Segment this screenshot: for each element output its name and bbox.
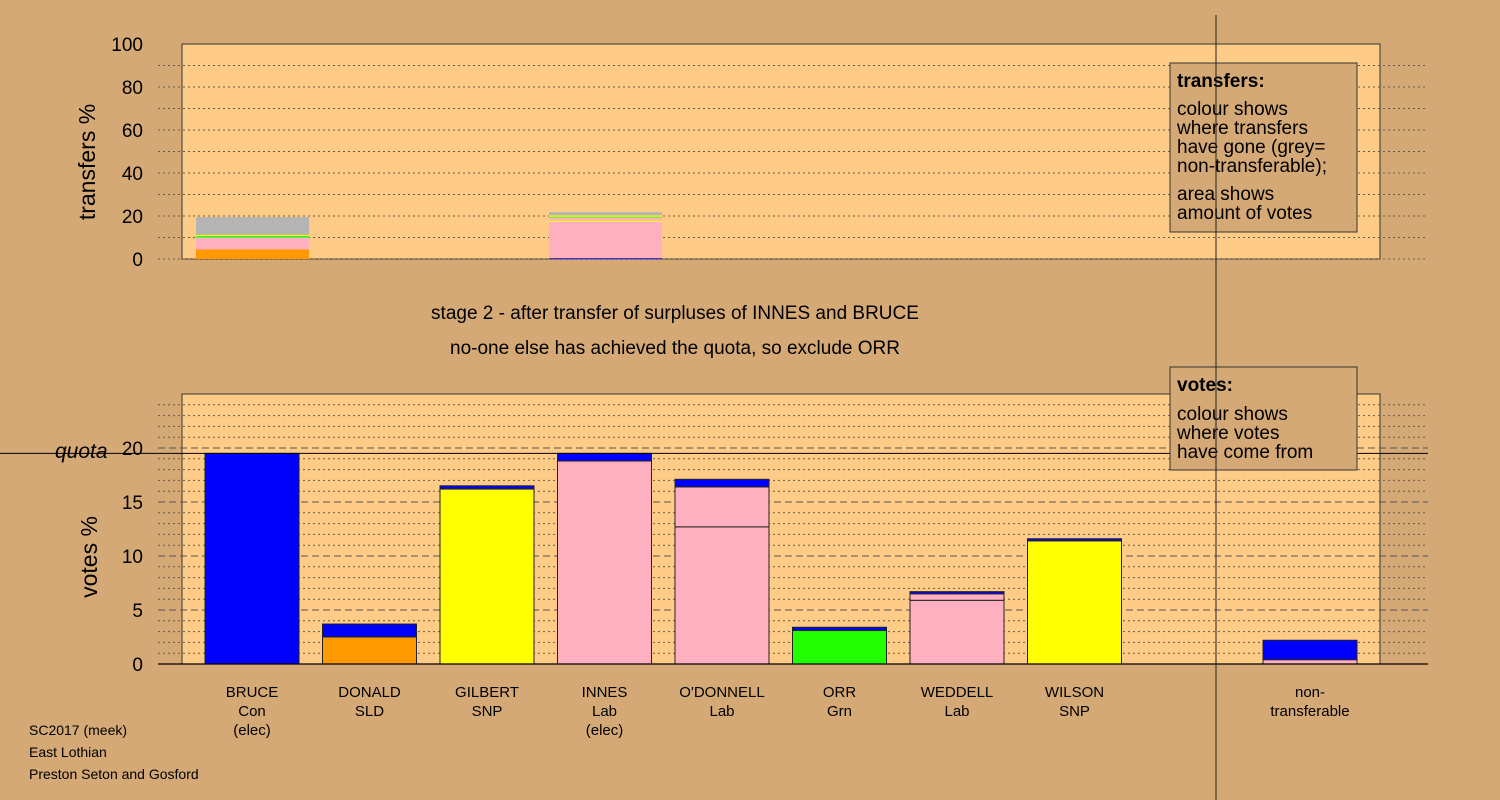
candidate-label: transferable [1270, 703, 1349, 720]
vote-segment [909, 591, 1005, 595]
votes-legend-line: colour shows [1177, 404, 1288, 425]
votes-legend-title: votes: [1177, 375, 1233, 396]
transfers-bars [196, 212, 662, 259]
y-tick-label: 60 [122, 121, 143, 142]
votes-legend-line: where votes [1176, 423, 1279, 444]
vote-segment [1262, 659, 1358, 665]
vote-segment [557, 452, 652, 462]
vote-segment [1262, 639, 1358, 661]
transfer-segment [196, 249, 309, 259]
candidate-label: O'DONNELL [679, 684, 764, 701]
votes-x-labels: BRUCE Con (elec) DONALD SLD GILBERT SNP INNES La… [226, 684, 1350, 739]
vote-segment [674, 486, 770, 528]
vote-segment [792, 630, 887, 665]
transfer-segment [196, 237, 309, 250]
candidate-label: ORR [823, 684, 857, 701]
y-tick-label: 5 [132, 601, 143, 622]
footer-council: East Lothian [29, 744, 107, 760]
transfer-segment [549, 215, 662, 217]
transfers-legend-title: transfers: [1177, 71, 1265, 92]
candidate-label: BRUCE [226, 684, 279, 701]
stage-description: stage 2 - after transfer of surpluses of… [431, 303, 919, 324]
transfer-segment [549, 220, 662, 223]
stage-decision: no-one else has achieved the quota, so e… [450, 338, 900, 359]
votes-y-axis-label: votes % [76, 516, 102, 598]
transfers-legend-line: amount of votes [1177, 203, 1312, 224]
vote-segment [1027, 538, 1122, 542]
vote-segment [322, 636, 417, 665]
vote-segment [322, 623, 417, 638]
y-tick-label: 0 [132, 250, 143, 271]
vote-segment [557, 460, 652, 665]
y-tick-label: 10 [122, 547, 143, 568]
transfers-legend: transfers: colour shows where transfers … [1169, 62, 1358, 233]
vote-segment [674, 526, 770, 665]
votes-legend: votes: colour shows where votes have com… [1169, 366, 1358, 471]
vote-segment [1027, 540, 1122, 665]
candidate-label: Lab [709, 703, 734, 720]
transfer-segment [549, 216, 662, 218]
candidate-label: SLD [355, 703, 384, 720]
candidate-label: (elec) [233, 722, 271, 739]
votes-legend-line: have come from [1177, 442, 1313, 463]
transfers-legend-line: where transfers [1176, 118, 1308, 139]
transfer-segment [196, 217, 309, 235]
candidate-label: SNP [1059, 703, 1090, 720]
transfer-segment [196, 234, 309, 236]
votes-bars [0, 452, 1428, 665]
vote-segment [674, 478, 770, 488]
transfer-segment [549, 258, 662, 259]
candidate-label: INNES [582, 684, 628, 701]
transfers-legend-line: have gone (grey= [1177, 137, 1325, 158]
candidate-label: Grn [827, 703, 852, 720]
y-tick-label: 100 [111, 35, 143, 56]
vote-segment [439, 488, 535, 665]
y-tick-label: 20 [122, 439, 143, 460]
candidate-label: GILBERT [455, 684, 519, 701]
candidate-label: Lab [592, 703, 617, 720]
footer-election: SC2017 (meek) [29, 722, 127, 738]
y-tick-label: 20 [122, 207, 143, 228]
candidate-label: non- [1295, 684, 1325, 701]
vote-segment [792, 626, 887, 632]
y-tick-label: 80 [122, 78, 143, 99]
candidate-label: WILSON [1045, 684, 1104, 701]
candidate-label: DONALD [338, 684, 401, 701]
y-tick-label: 15 [122, 493, 143, 514]
y-tick-label: 40 [122, 164, 143, 185]
transfers-y-axis-label: transfers % [74, 104, 100, 220]
candidate-label: Con [238, 703, 266, 720]
transfer-segment [549, 222, 662, 259]
transfer-segment [196, 235, 309, 238]
transfer-segment [549, 212, 662, 216]
votes-y-ticks: 0 5 10 15 20 [122, 439, 143, 676]
vote-segment [204, 452, 300, 665]
vote-segment [909, 599, 1005, 665]
candidate-label: WEDDELL [921, 684, 994, 701]
footer-ward: Preston Seton and Gosford [29, 766, 199, 782]
transfer-segment [549, 217, 662, 221]
transfers-legend-line: area shows [1177, 184, 1274, 205]
transfers-grid [158, 65, 1428, 260]
transfers-legend-line: non-transferable); [1177, 156, 1327, 177]
transfers-y-ticks: 0 20 40 60 80 100 [111, 35, 143, 271]
candidate-label: (elec) [586, 722, 624, 739]
candidate-label: SNP [472, 703, 503, 720]
transfers-legend-line: colour shows [1177, 99, 1288, 120]
vote-segment [909, 593, 1005, 601]
candidate-label: Lab [944, 703, 969, 720]
vote-segment [439, 485, 535, 490]
y-tick-label: 0 [132, 655, 143, 676]
quota-label: quota [55, 440, 108, 463]
